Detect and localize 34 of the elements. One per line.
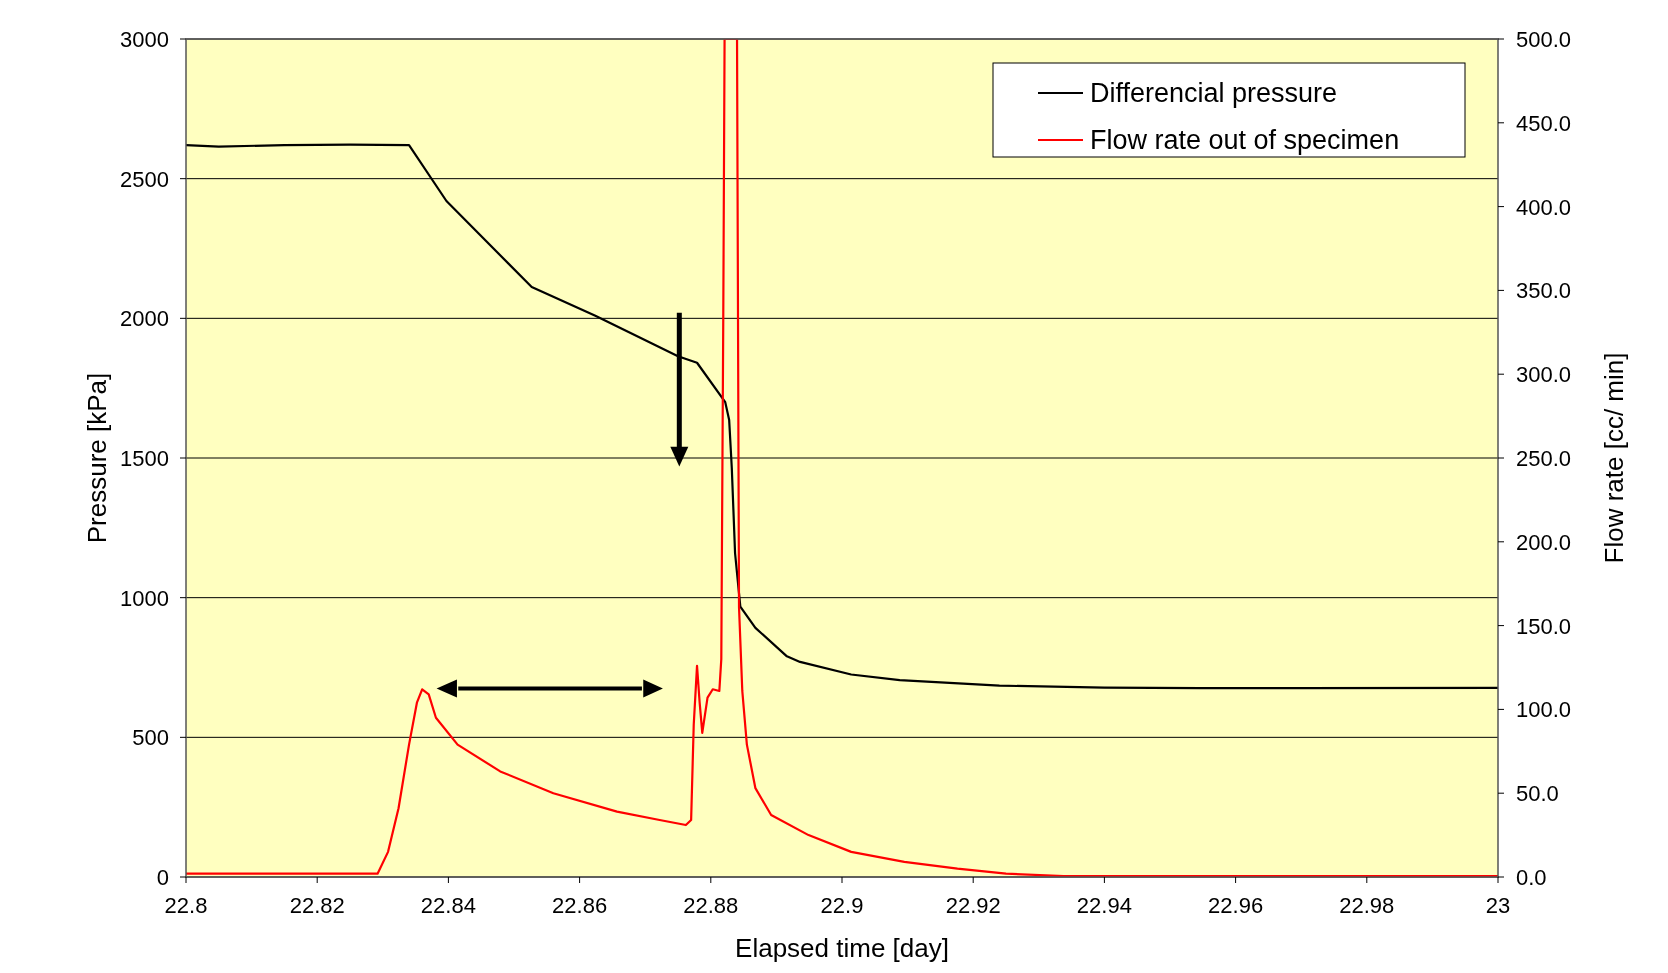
y-tick-label: 1000 [120,585,169,611]
x-tick-label: 22.94 [1076,893,1132,918]
y2-axis-title: Flow rate [cc/ min] [1599,352,1629,564]
y2-tick-label: 200.0 [1516,529,1572,555]
x-tick-label: 22.92 [945,893,1001,918]
y-tick-label: 2500 [120,166,169,192]
x-tick-label: 22.88 [683,893,739,918]
y2-tick-label: 250.0 [1516,446,1572,471]
y2-tick-label: 450.0 [1516,110,1572,136]
x-tick-label: 22.86 [552,893,608,918]
x-tick-label: 22.98 [1339,893,1395,918]
x-tick-label: 22.96 [1208,893,1264,918]
y2-tick-label: 150.0 [1516,613,1572,639]
x-tick-label: 22.84 [420,893,476,918]
y-tick-label: 3000 [120,27,169,52]
x-tick-label: 22.82 [289,893,345,918]
legend-label: Flow rate out of specimen [1090,125,1400,155]
x-axis-title: Elapsed time [day] [735,933,949,963]
y2-tick-label: 400.0 [1516,194,1572,220]
y2-tick-label: 350.0 [1516,278,1572,304]
y2-tick-label: 500.0 [1516,27,1572,52]
y-tick-label: 1500 [120,446,169,471]
y-axis-title: Pressure [kPa] [82,372,112,544]
legend-label: Differencial pressure [1090,78,1338,108]
y2-tick-label: 0.0 [1516,865,1547,890]
x-tick-label: 23 [1485,893,1511,918]
y2-tick-label: 50.0 [1516,781,1559,807]
y-tick-label: 0 [156,865,169,890]
y-tick-label: 2000 [120,306,169,332]
y2-tick-label: 100.0 [1516,697,1572,723]
x-tick-label: 22.8 [164,893,208,918]
y2-tick-label: 300.0 [1516,362,1572,388]
y-tick-label: 500 [132,725,169,751]
x-tick-label: 22.9 [820,893,864,918]
